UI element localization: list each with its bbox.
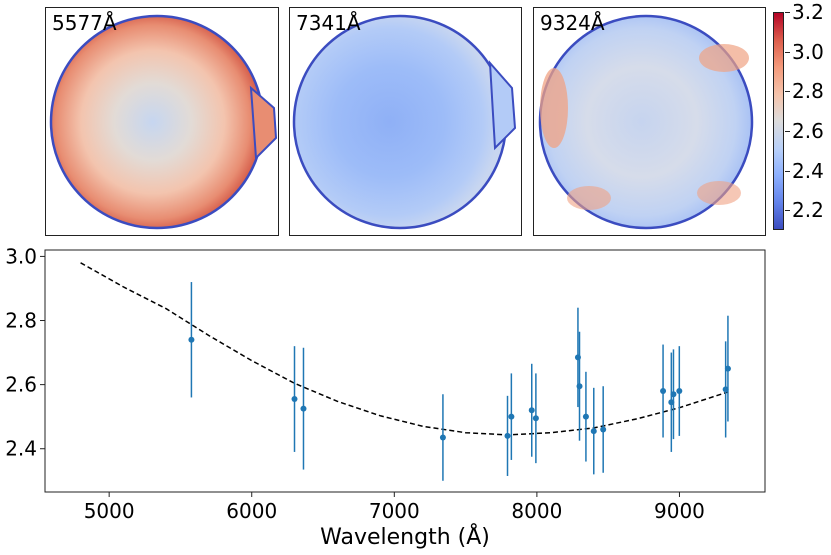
data-point: [504, 432, 511, 439]
map-label-2: 7341Å: [296, 11, 361, 35]
x-tick-label: 5000: [84, 499, 135, 523]
data-point: [439, 434, 446, 441]
data-point: [660, 388, 667, 395]
data-point: [508, 413, 515, 420]
map-label-3: 9324Å: [540, 11, 605, 35]
x-axis-label: Wavelength (Å): [320, 523, 490, 550]
y-tick-label: 2.6: [5, 373, 37, 397]
data-point: [300, 405, 307, 412]
x-tick-label: 9000: [654, 499, 705, 523]
map-image-3: [538, 14, 754, 230]
data-point: [582, 413, 589, 420]
y-ticks: 2.4 2.6 2.8 3.0: [5, 244, 45, 461]
colorbar-tick-label: 2.6: [792, 118, 824, 143]
map-label-1: 5577Å: [52, 11, 117, 35]
colorbar-tick-label: 3.0: [792, 39, 824, 64]
data-point: [188, 336, 195, 343]
colorbar-tick: [785, 210, 790, 212]
map-panel-3: 9324Å: [533, 7, 766, 236]
points-layer: [188, 282, 731, 481]
map-warm-patch-right: [699, 44, 749, 72]
map-image-1: [49, 14, 278, 230]
data-point: [590, 428, 597, 435]
fit-curve: [80, 262, 729, 436]
map-rim-bump-1: [249, 85, 278, 161]
map-warm-patch-bottom-left: [567, 186, 611, 210]
colorbar-tick: [785, 130, 790, 132]
map-image-2: [292, 14, 517, 230]
map-panel-2: 7341Å: [289, 7, 522, 236]
fit-curve-layer: [80, 262, 729, 436]
colorbar-tick-label: 3.2: [792, 0, 824, 24]
map-warm-patch-bottom-right: [697, 181, 741, 205]
colorbar-tick: [785, 91, 790, 93]
map-warm-patch-left: [540, 68, 568, 148]
data-point: [291, 396, 298, 403]
plot-frame: [44, 249, 766, 493]
colorbar-tick-label: 2.8: [792, 79, 824, 104]
data-point: [722, 386, 729, 393]
colorbar-tick: [785, 51, 790, 53]
x-tick-label: 8000: [511, 499, 562, 523]
map-disk-3: [538, 14, 754, 230]
colorbar-tick-label: 2.4: [792, 158, 824, 183]
colorbar-tick-label: 2.2: [792, 198, 824, 223]
data-point: [532, 415, 539, 422]
y-tick-label: 2.8: [5, 309, 37, 333]
y-tick-label: 2.4: [5, 437, 37, 461]
x-ticks: 5000 6000 7000 8000 9000: [84, 492, 705, 523]
colorbar: [773, 12, 784, 230]
x-tick-label: 7000: [369, 499, 420, 523]
map-rim-bump-2: [488, 60, 517, 151]
data-point: [600, 426, 607, 433]
x-tick-label: 6000: [226, 499, 277, 523]
colorbar-tick: [785, 12, 790, 13]
data-point: [528, 407, 535, 414]
data-point: [576, 383, 583, 390]
map-panel-1: 5577Å: [45, 7, 279, 236]
y-tick-label: 3.0: [5, 244, 37, 268]
data-point: [676, 388, 683, 395]
colorbar-tick: [785, 170, 790, 172]
data-point: [670, 391, 677, 398]
data-point: [724, 365, 731, 372]
